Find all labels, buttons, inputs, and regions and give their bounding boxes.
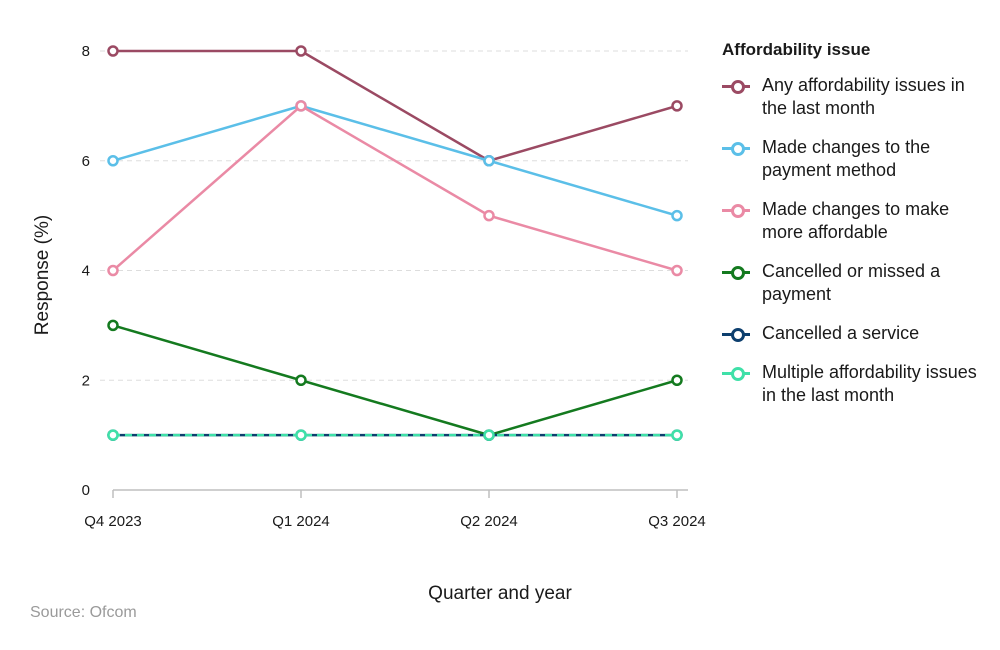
legend-label: Cancelled a service (762, 323, 920, 343)
data-point (483, 209, 495, 222)
gridlines (100, 50, 688, 381)
data-point (107, 264, 119, 277)
data-point (671, 264, 683, 277)
legend-label: Any affordability issues in the last mon… (762, 75, 965, 118)
legend-label: Cancelled or missed a payment (762, 261, 941, 304)
series-line (112, 104, 678, 272)
x-tick-label: Q4 2023 (84, 513, 142, 530)
series-made-changes-to-make-more-affordable (107, 100, 683, 277)
series-line (113, 49, 678, 162)
legend-marker-icon (722, 198, 750, 220)
data-point (295, 429, 307, 441)
series-line (112, 324, 678, 437)
data-point (107, 319, 119, 332)
legend-title: Affordability issue (722, 40, 871, 59)
legend-item: Cancelled a service (722, 322, 992, 345)
legend-label: Multiple affordability issues in the las… (762, 362, 977, 405)
data-point (671, 100, 683, 112)
legend-label: Made changes to the payment method (762, 137, 931, 180)
axes: 0 2 4 6 8 Q4 2023 Q1 2024 Q2 2024 Q3 2024 (82, 43, 706, 530)
legend: Affordability issue Any affordability is… (722, 40, 992, 423)
legend-marker-icon (722, 136, 750, 158)
legend-label: Made changes to make more affordable (762, 199, 950, 242)
series-layer (107, 45, 683, 441)
legend-marker-icon (722, 322, 750, 344)
data-point (483, 429, 495, 441)
x-axis-title: Quarter and year (428, 583, 572, 604)
legend-item: Made changes to make more affordable (722, 198, 992, 244)
data-point (671, 209, 683, 222)
legend-marker-icon (722, 74, 750, 96)
x-tick-label: Q3 2024 (648, 513, 706, 530)
y-tick-label: 0 (82, 482, 90, 499)
legend-item: Multiple affordability issues in the las… (722, 361, 992, 407)
series-any-affordability-issues-in-the-last-month (107, 45, 683, 167)
y-tick-label: 8 (82, 43, 90, 60)
data-point (107, 429, 119, 441)
legend-item: Any affordability issues in the last mon… (722, 74, 992, 120)
y-tick-label: 6 (82, 153, 90, 170)
data-point (107, 45, 119, 57)
data-point (671, 374, 683, 386)
legend-items: Any affordability issues in the last mon… (722, 74, 992, 407)
legend-marker-icon (722, 361, 750, 383)
series-line (112, 104, 678, 217)
x-tick-label: Q1 2024 (272, 513, 330, 530)
y-tick-label: 2 (82, 372, 90, 389)
data-point (107, 155, 119, 167)
y-tick-label: 4 (82, 263, 90, 280)
data-point (483, 155, 495, 167)
data-point (295, 374, 307, 386)
y-axis-title: Response (%) (32, 215, 53, 335)
legend-marker-icon (722, 260, 750, 282)
data-point (671, 429, 683, 441)
data-point (295, 100, 307, 112)
x-tick-label: Q2 2024 (460, 513, 518, 530)
legend-item: Cancelled or missed a payment (722, 260, 992, 306)
source-note: Source: Ofcom (30, 604, 137, 621)
legend-item: Made changes to the payment method (722, 136, 992, 182)
data-point (295, 45, 307, 57)
series-multiple-affordability-issues-in-the-last-month (107, 429, 683, 441)
